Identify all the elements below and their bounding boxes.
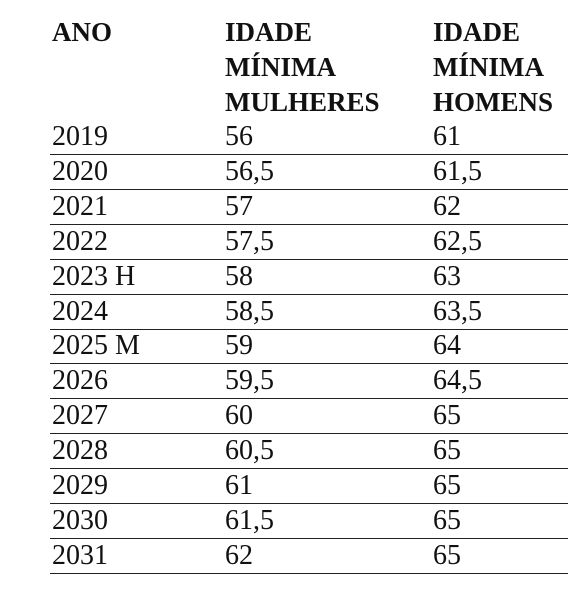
table-cell: 60,5 xyxy=(225,435,274,467)
table-cell: 58,5 xyxy=(225,295,274,327)
table-cell: 61 xyxy=(225,470,253,501)
table-cell: 2023 H xyxy=(52,260,136,292)
row-divider xyxy=(50,258,568,260)
table-cell: 59 xyxy=(225,330,253,362)
table-cell: 65 xyxy=(433,539,461,571)
table-cell: 64 xyxy=(433,330,461,362)
table-cell: 63,5 xyxy=(433,295,482,327)
table-cell: 56,5 xyxy=(225,155,274,187)
header-cell: ANO xyxy=(52,17,112,47)
table-cell: 65 xyxy=(433,435,461,467)
header-cell: IDADE xyxy=(225,17,313,47)
header-cell: MÍNIMA xyxy=(225,52,336,82)
table-cell: 62,5 xyxy=(433,225,482,257)
table-cell: 2019 xyxy=(52,121,108,152)
table-cell: 63 xyxy=(433,260,461,292)
row-divider xyxy=(50,188,568,190)
row-divider xyxy=(50,154,568,155)
table-cell: 61 xyxy=(433,121,461,152)
row-divider xyxy=(50,293,568,295)
row-divider xyxy=(50,363,568,365)
table-cell: 2026 xyxy=(52,365,108,397)
table-cell: 57 xyxy=(225,190,253,222)
table-cell: 2020 xyxy=(52,155,108,187)
header-cell: HOMENS xyxy=(433,87,554,117)
table-cell: 2031 xyxy=(52,539,108,571)
table-cell: 2027 xyxy=(52,400,108,432)
row-divider xyxy=(50,572,568,574)
header-cell: IDADE xyxy=(433,17,521,47)
table-cell: 57,5 xyxy=(225,225,274,257)
table-cell: 62 xyxy=(433,190,461,222)
row-divider xyxy=(50,468,568,470)
table-cell: 64,5 xyxy=(433,365,482,397)
table-cell: 65 xyxy=(433,400,461,432)
row-divider xyxy=(50,503,568,504)
table-cell: 2024 xyxy=(52,295,108,327)
table-cell: 2029 xyxy=(52,470,108,501)
row-divider xyxy=(50,433,568,435)
table-cell: 2021 xyxy=(52,190,108,222)
table-cell: 65 xyxy=(433,470,461,501)
row-divider xyxy=(50,537,568,539)
table-cell: 62 xyxy=(225,539,253,571)
table-cell: 59,5 xyxy=(225,365,274,397)
header-cell: MULHERES xyxy=(225,87,380,117)
header-cell: MÍNIMA xyxy=(433,52,544,82)
table-cell: 2030 xyxy=(52,504,108,536)
row-divider xyxy=(50,328,568,330)
row-divider xyxy=(50,398,568,400)
table-cell: 61,5 xyxy=(225,504,274,536)
table-cell: 2028 xyxy=(52,435,108,467)
table-cell: 60 xyxy=(225,400,253,432)
table-cell: 56 xyxy=(225,121,253,152)
table-cell: 61,5 xyxy=(433,155,482,187)
table-cell: 65 xyxy=(433,504,461,536)
table-cell: 2025 M xyxy=(52,330,140,362)
table-cell: 58 xyxy=(225,260,253,292)
table-cell: 2022 xyxy=(52,225,108,257)
row-divider xyxy=(50,223,568,225)
